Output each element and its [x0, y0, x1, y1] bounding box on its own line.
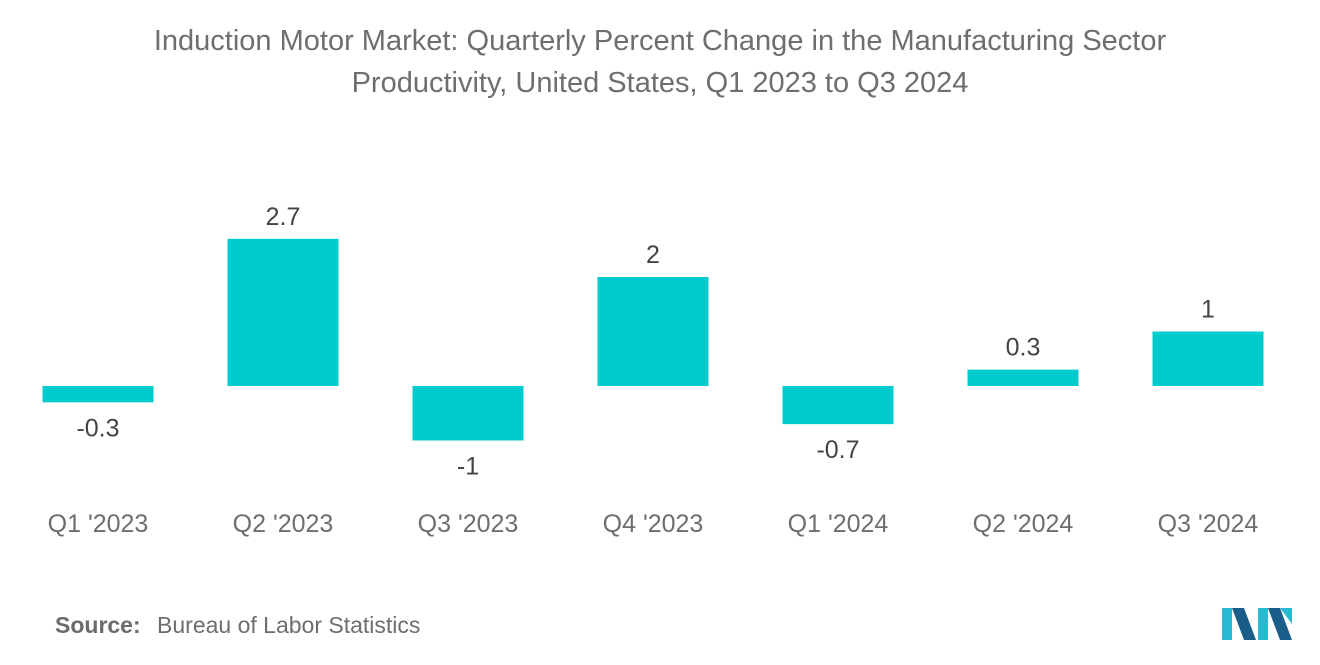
data-label: 1 — [1201, 296, 1215, 324]
bar — [1152, 331, 1264, 386]
x-tick-label: Q1 '2024 — [788, 510, 889, 538]
chart-title-line-2: Productivity, United States, Q1 2023 to … — [351, 67, 969, 99]
x-tick-label: Q3 '2024 — [1158, 510, 1259, 538]
mordor-intelligence-logo-icon — [1222, 608, 1292, 640]
bar-chart: -0.3 Q1 '2023 2.7 Q2 '2023 -1 Q3 '2023 2 Q4 '20… — [42, 203, 1264, 538]
x-tick-label: Q2 '2024 — [973, 510, 1074, 538]
data-label: -1 — [457, 453, 479, 481]
chart-title-line-1: Induction Motor Market: Quarterly Percen… — [153, 25, 1167, 57]
bar — [412, 386, 524, 441]
bar — [227, 238, 339, 386]
x-tick-label: Q4 '2023 — [603, 510, 704, 538]
bar — [967, 369, 1079, 386]
company-logo — [1222, 604, 1292, 645]
data-label: 0.3 — [1006, 334, 1041, 362]
x-tick-label: Q3 '2023 — [418, 510, 519, 538]
source-label: Source: — [55, 612, 141, 638]
data-label: -0.3 — [76, 414, 119, 442]
data-label: -0.7 — [816, 436, 859, 464]
bar — [782, 386, 894, 425]
data-label: 2 — [646, 241, 660, 269]
source-text: Bureau of Labor Statistics — [157, 612, 421, 638]
data-label: 2.7 — [266, 203, 301, 231]
bar — [597, 277, 709, 386]
source-note: Source: Bureau of Labor Statistics — [55, 612, 420, 639]
chart-title: Induction Motor Market: Quarterly Percen… — [0, 20, 1320, 104]
x-tick-label: Q2 '2023 — [233, 510, 334, 538]
x-tick-label: Q1 '2023 — [48, 510, 149, 538]
bar — [42, 386, 154, 403]
